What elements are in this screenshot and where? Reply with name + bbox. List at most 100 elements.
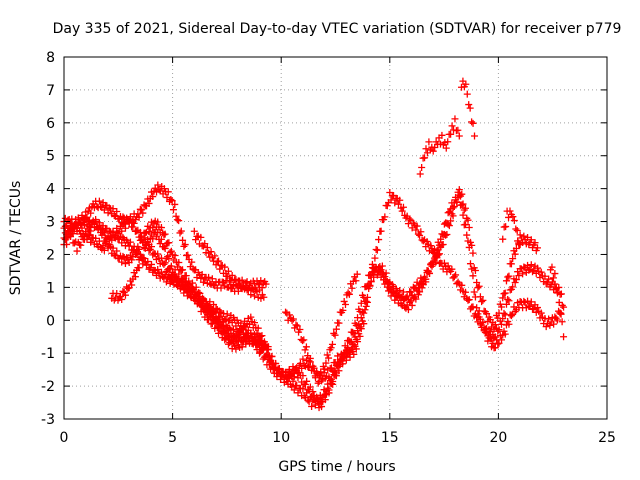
data-point [118, 258, 126, 266]
data-point [242, 279, 250, 287]
data-point [435, 250, 443, 258]
data-point [560, 333, 568, 341]
data-point [471, 132, 479, 140]
data-point [113, 247, 121, 255]
data-point [121, 260, 129, 268]
data-point [530, 305, 538, 313]
data-point [442, 231, 450, 239]
data-point [210, 316, 218, 324]
x-tick-label: 0 [60, 430, 69, 446]
data-point [327, 364, 335, 372]
data-point [78, 224, 86, 232]
data-point [350, 350, 358, 358]
y-tick-label: 2 [46, 247, 55, 263]
data-point [292, 321, 300, 329]
data-point [399, 288, 407, 296]
data-point [285, 311, 293, 319]
data-point [161, 244, 169, 252]
data-point [357, 299, 365, 307]
data-point [348, 284, 356, 292]
data-point [157, 224, 165, 232]
data-point [323, 351, 331, 359]
data-point [219, 328, 227, 336]
data-point [216, 307, 224, 315]
data-point [335, 319, 343, 327]
data-point [187, 288, 195, 296]
data-point [353, 270, 361, 278]
data-point [100, 206, 108, 214]
data-point [356, 332, 364, 340]
data-point [502, 300, 510, 308]
series-track-7 [282, 270, 361, 387]
data-point [233, 282, 241, 290]
data-point [202, 308, 210, 316]
data-point [145, 265, 153, 273]
data-point [519, 270, 527, 278]
data-point [154, 266, 162, 274]
data-point [180, 289, 188, 297]
data-point [167, 247, 175, 255]
data-point [118, 239, 126, 247]
data-point [455, 186, 463, 194]
data-point [128, 256, 136, 264]
data-point [448, 265, 456, 273]
data-point [221, 336, 229, 344]
data-point [160, 260, 168, 268]
data-point [74, 221, 82, 229]
data-point [160, 274, 168, 282]
data-point [229, 281, 237, 289]
data-point [313, 393, 321, 401]
data-point [205, 316, 213, 324]
data-point [135, 264, 143, 272]
data-point [377, 266, 385, 274]
data-point [427, 242, 435, 250]
data-point [119, 287, 127, 295]
data-point [346, 347, 354, 355]
data-point [138, 206, 146, 214]
data-point [224, 340, 232, 348]
data-point [163, 193, 171, 201]
data-point [205, 273, 213, 281]
data-point [210, 301, 218, 309]
data-point [373, 270, 381, 278]
data-point [97, 203, 105, 211]
data-point [391, 199, 399, 207]
data-point [299, 355, 307, 363]
data-point [501, 330, 509, 338]
data-point [100, 246, 108, 254]
data-point [515, 239, 523, 247]
data-point [403, 292, 411, 300]
data-point [141, 229, 149, 237]
data-point [198, 303, 206, 311]
data-point [254, 332, 262, 340]
data-point [501, 311, 509, 319]
data-point [459, 211, 467, 219]
data-point [270, 363, 278, 371]
data-point [466, 260, 474, 268]
data-point [157, 235, 165, 243]
data-point [465, 224, 473, 232]
series-track-9 [457, 77, 479, 140]
data-point [314, 379, 322, 387]
data-point [293, 322, 301, 330]
data-point [145, 240, 153, 248]
data-point [349, 328, 357, 336]
data-point [505, 320, 513, 328]
data-point [398, 207, 406, 215]
data-point [439, 241, 447, 249]
data-point [149, 235, 157, 243]
data-point [363, 293, 371, 301]
data-point [131, 250, 139, 258]
data-point [520, 232, 528, 240]
data-point [370, 273, 378, 281]
x-axis-label: GPS time / hours [278, 459, 395, 475]
data-point [416, 231, 424, 239]
x-tick-label: 25 [598, 430, 616, 446]
data-point [417, 228, 425, 236]
data-point [455, 132, 463, 140]
data-point [550, 320, 558, 328]
data-point [512, 244, 520, 252]
data-point [512, 276, 520, 284]
data-point [221, 263, 229, 271]
